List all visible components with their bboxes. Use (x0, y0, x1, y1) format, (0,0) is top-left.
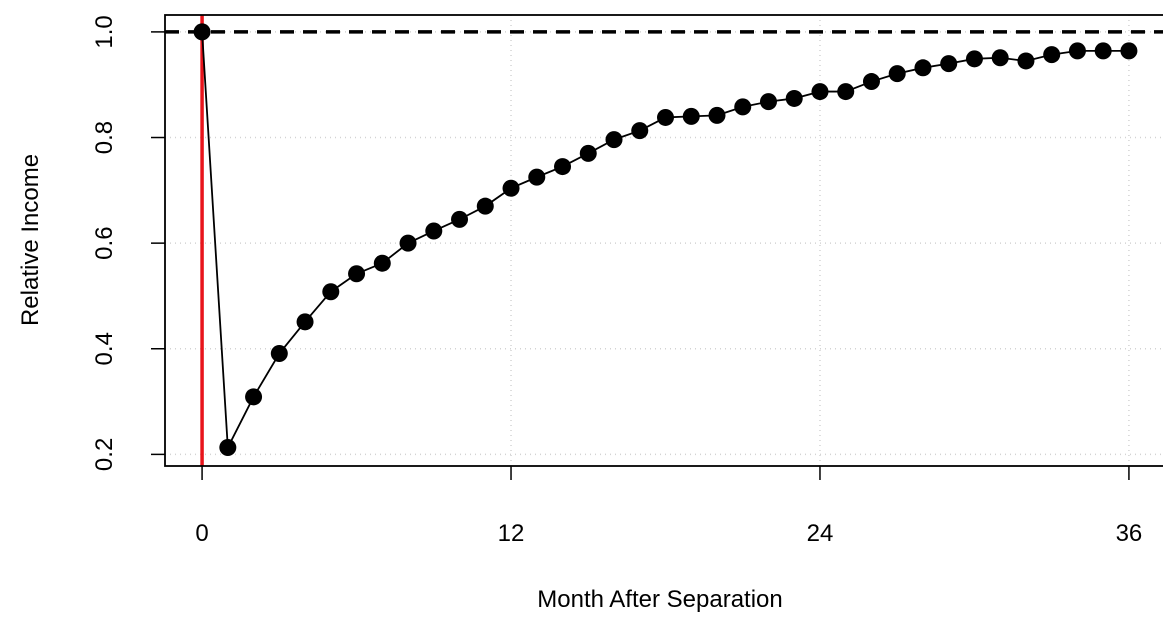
x-tick-label: 24 (807, 520, 834, 547)
point (1120, 42, 1138, 60)
point (888, 65, 906, 83)
point (425, 222, 443, 240)
point (373, 254, 391, 272)
point (965, 50, 983, 68)
point (862, 73, 880, 91)
point (322, 283, 340, 301)
y-axis-label: Relative Income (17, 154, 44, 326)
x-tick-label: 0 (195, 520, 208, 547)
plot-frame (164, 14, 1163, 467)
point (657, 108, 674, 126)
point (348, 265, 366, 283)
y-tick-label: 0.2 (91, 438, 118, 471)
point (502, 179, 520, 197)
x-axis-label: Month After Separation (537, 586, 782, 613)
point (399, 234, 417, 252)
point (682, 107, 700, 125)
point (1017, 52, 1035, 70)
point (759, 93, 777, 111)
series-line (201, 31, 1129, 451)
point (1094, 42, 1112, 60)
point (579, 144, 597, 162)
point (219, 439, 237, 457)
point (914, 59, 932, 77)
point (605, 131, 623, 149)
point (554, 158, 572, 176)
y-tick-label: 0.4 (91, 332, 118, 365)
point (476, 197, 494, 215)
point (1043, 46, 1061, 64)
point (528, 168, 546, 186)
point (245, 388, 263, 406)
y-tick-label: 0.8 (91, 121, 118, 154)
point (708, 106, 726, 124)
point (785, 89, 803, 107)
y-tick-label: 1.0 (91, 15, 118, 48)
x-tick-label: 36 (1116, 520, 1143, 547)
point (270, 345, 288, 363)
point (296, 313, 314, 331)
point (631, 122, 649, 140)
point (1068, 42, 1086, 60)
point (451, 210, 469, 228)
point (837, 83, 855, 101)
x-tick-label: 12 (498, 520, 525, 547)
point (734, 98, 752, 116)
point (940, 55, 958, 73)
point (991, 49, 1009, 67)
point (193, 23, 211, 41)
y-tick-label: 0.6 (91, 226, 118, 259)
point (811, 83, 829, 101)
